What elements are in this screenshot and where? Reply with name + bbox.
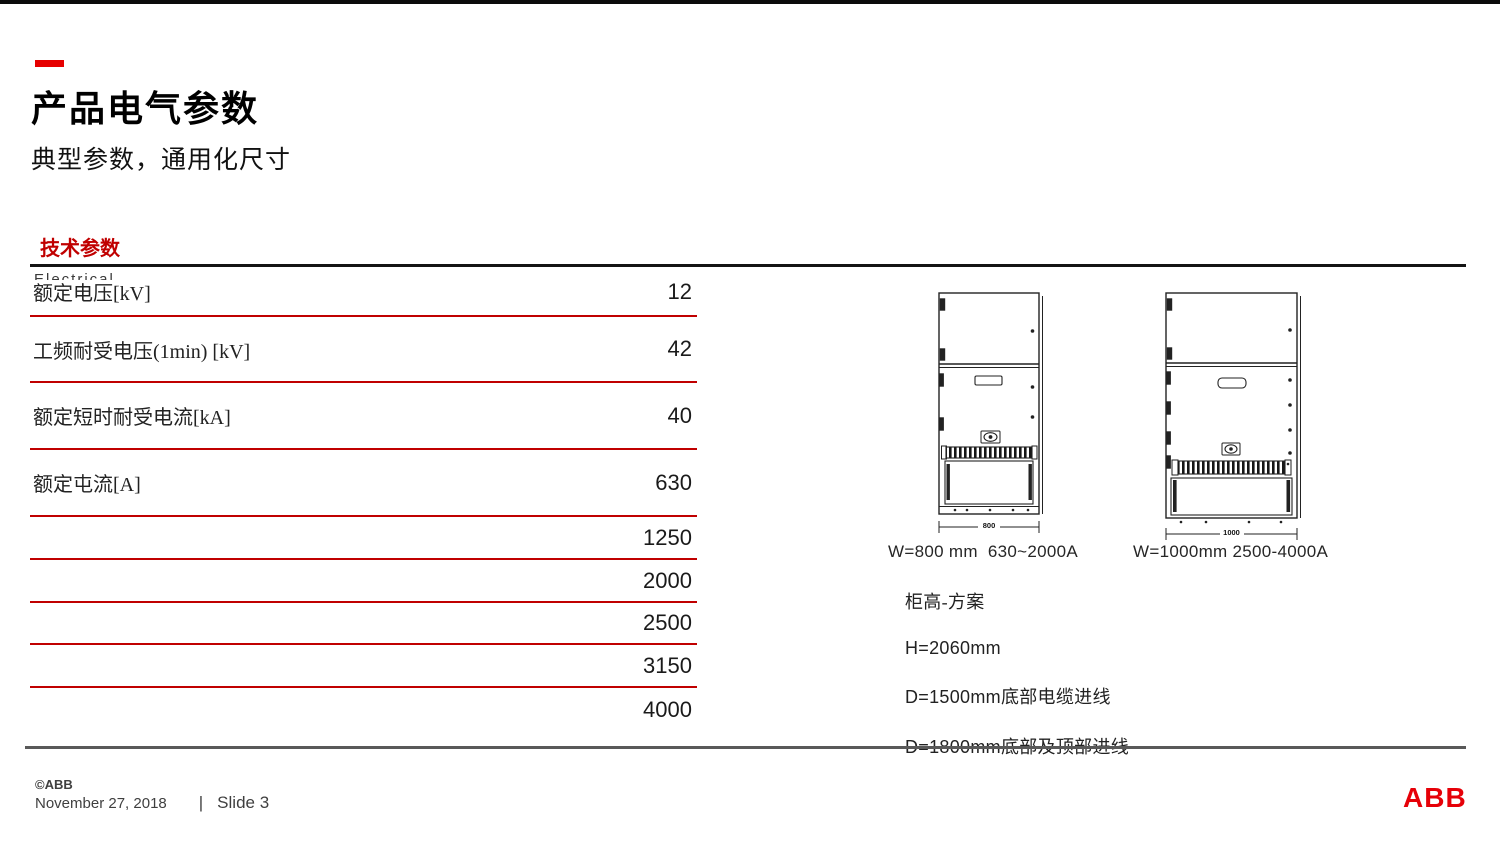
footer-meta: November 27, 2018 | Slide 3: [35, 793, 269, 813]
row-value: 1250: [643, 524, 692, 550]
cabinet-drawing-800: 800: [933, 290, 1051, 536]
specs-list: 柜高-方案 H=2060mm D=1500mm底部电缆进线 D=1800mm底部…: [905, 588, 1325, 783]
slide-top-border: [0, 0, 1500, 4]
spec-item-height: H=2060mm: [905, 638, 1001, 658]
copyright-text: ©ABB: [35, 777, 73, 792]
accent-dash: [35, 60, 64, 67]
table-row: 工频耐受电压(1min) [kV] 42: [30, 317, 697, 383]
table-row: 2500: [30, 603, 697, 645]
row-value: 2000: [643, 567, 692, 593]
table-row: 3150: [30, 645, 697, 688]
cabinet-drawing-svg: 1000: [1165, 292, 1307, 540]
table-row: 4000: [30, 688, 697, 731]
section-divider-line: [30, 264, 1466, 267]
section-title: 技术参数: [40, 238, 120, 260]
row-value: 3150: [643, 652, 692, 678]
row-value: 12: [667, 278, 692, 304]
slide-number: Slide 3: [217, 793, 270, 812]
clipped-text-fragment: Electrical: [34, 271, 115, 280]
row-label: 额定屯流[A]: [33, 474, 141, 496]
table-row: 2000: [30, 560, 697, 603]
cabinet-drawing-1000: 1000: [1161, 290, 1307, 540]
spec-item-depth-1500: D=1500mm底部电缆进线: [905, 687, 1111, 707]
row-value: 630: [655, 469, 692, 495]
row-value: 2500: [643, 610, 692, 635]
row-value: 40: [667, 402, 692, 428]
dimension-label: 800: [983, 521, 996, 530]
drawing-caption-left: W=800 mm 630~2000A: [888, 542, 1078, 561]
row-label: 额定短时耐受电流[kA]: [33, 407, 231, 429]
row-label: 额定电压[kV]: [33, 283, 151, 305]
spec-item-cabinet-height: 柜高-方案: [905, 592, 985, 612]
parameter-table: 额定电压[kV] 12 工频耐受电压(1min) [kV] 42 额定短时耐受电…: [30, 268, 697, 731]
dimension-label: 1000: [1223, 528, 1240, 537]
row-label: 工频耐受电压(1min) [kV]: [33, 340, 251, 363]
page-subtitle: 典型参数，通用化尺寸: [31, 147, 292, 174]
row-value: 42: [667, 336, 692, 361]
date-text: November 27, 2018: [35, 795, 167, 812]
page-title: 产品电气参数: [31, 89, 260, 129]
drawing-caption-right: W=1000mm 2500-4000A: [1133, 542, 1329, 561]
cabinet-drawing-svg: 800: [938, 292, 1051, 536]
abb-logo: ABB: [1403, 782, 1467, 813]
footer-separator: |: [198, 793, 204, 812]
table-row: 额定短时耐受电流[kA] 40: [30, 383, 697, 450]
footer-divider-line: [25, 746, 1466, 749]
table-row: 额定电压[kV] 12: [30, 268, 697, 317]
table-row: 1250: [30, 517, 697, 560]
row-value: 4000: [643, 696, 692, 722]
table-row: 额定屯流[A] 630: [30, 450, 697, 517]
